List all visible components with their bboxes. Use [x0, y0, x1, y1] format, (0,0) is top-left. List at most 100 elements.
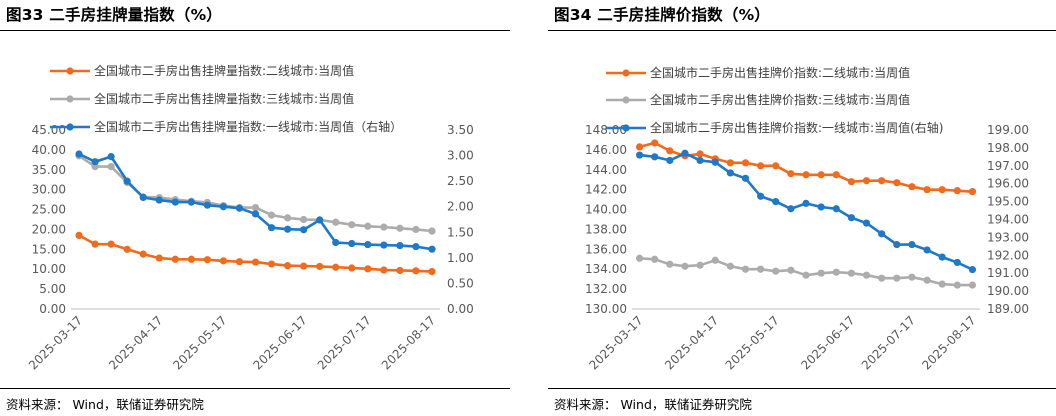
source-note: 资料来源： Wind，联储证券研究院 [554, 397, 752, 412]
figure-34-panel: 图34 二手房挂牌价指数（%） 130.00 132.00 134.00 136.00… [548, 0, 1056, 416]
y-right-tick-label: 189.00 [987, 302, 1029, 316]
data-point [635, 254, 644, 262]
data-point [726, 262, 734, 270]
data-point [139, 193, 147, 202]
data-point [364, 240, 372, 249]
data-point [380, 241, 388, 249]
y-left-tick-label: 30.00 [32, 183, 66, 197]
data-point [968, 281, 977, 289]
x-tick-label: 2025-05-17 [723, 313, 782, 372]
data-point [300, 226, 308, 234]
legend-swatch-marker [622, 69, 630, 77]
data-point [802, 171, 810, 179]
y-right-tick-label: 191.00 [987, 266, 1029, 280]
data-point [696, 261, 704, 269]
data-point [938, 280, 946, 288]
data-point [267, 224, 276, 232]
data-point [666, 156, 674, 165]
y-left-tick-label: 20.00 [32, 222, 66, 236]
data-point [953, 258, 961, 267]
data-point [832, 268, 840, 276]
y-right-tick-label: 1.50 [447, 225, 474, 239]
data-point [893, 274, 901, 282]
y-left-tick-label: 140.00 [585, 203, 627, 217]
data-point [283, 262, 292, 270]
data-point [635, 143, 644, 151]
data-point [396, 241, 404, 250]
data-point [316, 216, 324, 224]
data-point [726, 159, 734, 167]
data-point [817, 203, 825, 211]
data-point [412, 225, 420, 234]
data-point [878, 274, 886, 282]
data-point [364, 222, 372, 230]
series-line [78, 234, 433, 273]
data-point [862, 271, 871, 279]
data-point [847, 269, 855, 277]
data-point [91, 240, 99, 248]
data-point [219, 257, 228, 265]
series-line [78, 154, 433, 233]
data-point [832, 171, 840, 179]
data-point [75, 231, 83, 240]
data-point [757, 162, 765, 170]
y-left-tick-label: 132.00 [585, 282, 627, 296]
listing-price-chart: 130.00 132.00 134.00 136.00 138.00 140.00 142.… [585, 65, 1029, 372]
legend-label: 全国城市二手房出售挂牌价指数:二线城市:当周值 [650, 65, 910, 80]
data-point [741, 174, 750, 182]
data-point [953, 187, 961, 195]
y-right-tick-label: 192.00 [987, 248, 1029, 262]
data-point [908, 273, 916, 281]
data-point [893, 240, 901, 249]
data-point [428, 268, 436, 276]
data-point [348, 221, 356, 229]
y-left-tick-label: 138.00 [585, 222, 627, 236]
data-point [696, 150, 704, 158]
data-point [428, 227, 436, 235]
y-left-tick-label: 134.00 [585, 262, 627, 276]
data-point [203, 256, 211, 264]
legend-swatch-marker [66, 67, 74, 75]
data-point [267, 260, 276, 268]
data-point [772, 267, 780, 275]
data-point [711, 256, 719, 264]
y-right-tick-label: 195.00 [987, 195, 1029, 209]
y-left-tick-label: 35.00 [32, 163, 66, 177]
legend-swatch-marker [622, 124, 630, 132]
y-left-tick-label: 5.00 [39, 282, 66, 296]
data-point [817, 269, 825, 277]
data-point [203, 201, 211, 209]
data-point [938, 186, 946, 194]
data-point [681, 149, 689, 157]
y-right-tick-label: 196.00 [987, 177, 1029, 191]
y-left-tick-label: 45.00 [32, 123, 66, 137]
x-tick-label: 2025-06-17 [798, 313, 857, 372]
x-tick-label: 2025-04-17 [106, 313, 165, 372]
x-tick-label: 2025-07-17 [859, 313, 918, 372]
data-point [251, 203, 260, 212]
data-point [251, 258, 260, 266]
data-point [380, 266, 388, 274]
data-point [908, 240, 916, 249]
data-point [75, 150, 83, 158]
data-point [757, 265, 765, 273]
data-point [300, 262, 308, 270]
data-point [139, 250, 147, 258]
data-point [635, 151, 644, 159]
y-right-tick-label: 3.00 [447, 149, 474, 163]
series-line [639, 152, 973, 271]
source-divider [0, 388, 510, 389]
y-right-tick-label: 190.00 [987, 284, 1029, 298]
y-right-tick-label: 3.50 [447, 123, 474, 137]
data-point [348, 239, 356, 248]
data-point [711, 158, 719, 166]
x-tick-label: 2025-03-17 [586, 313, 645, 372]
source-note: 资料来源： Wind，联储证券研究院 [6, 397, 204, 412]
data-point [107, 162, 115, 171]
data-point [123, 245, 131, 253]
x-tick-label: 2025-05-17 [170, 313, 229, 372]
data-point [893, 179, 901, 187]
data-point [396, 224, 404, 232]
y-left-tick-label: 40.00 [32, 143, 66, 157]
data-point [235, 258, 244, 266]
